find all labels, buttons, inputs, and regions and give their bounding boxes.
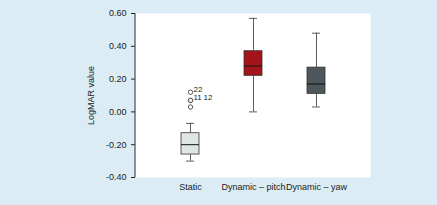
svg-text:22: 22 [193, 84, 203, 94]
svg-text:-0.40: -0.40 [106, 172, 127, 182]
svg-text:Dynamic – yaw: Dynamic – yaw [286, 182, 348, 192]
svg-text:0.60: 0.60 [109, 8, 127, 18]
svg-text:11: 11 [194, 93, 203, 102]
svg-text:0.40: 0.40 [109, 41, 127, 51]
svg-text:0.00: 0.00 [109, 107, 127, 117]
svg-text:Static: Static [179, 182, 202, 192]
svg-text:-0.20: -0.20 [106, 140, 127, 150]
svg-text:Dynamic – pitch: Dynamic – pitch [221, 182, 285, 192]
svg-text:12: 12 [204, 93, 213, 102]
svg-text:0.20: 0.20 [109, 74, 127, 84]
svg-text:LogMAR value: LogMAR value [86, 66, 96, 125]
